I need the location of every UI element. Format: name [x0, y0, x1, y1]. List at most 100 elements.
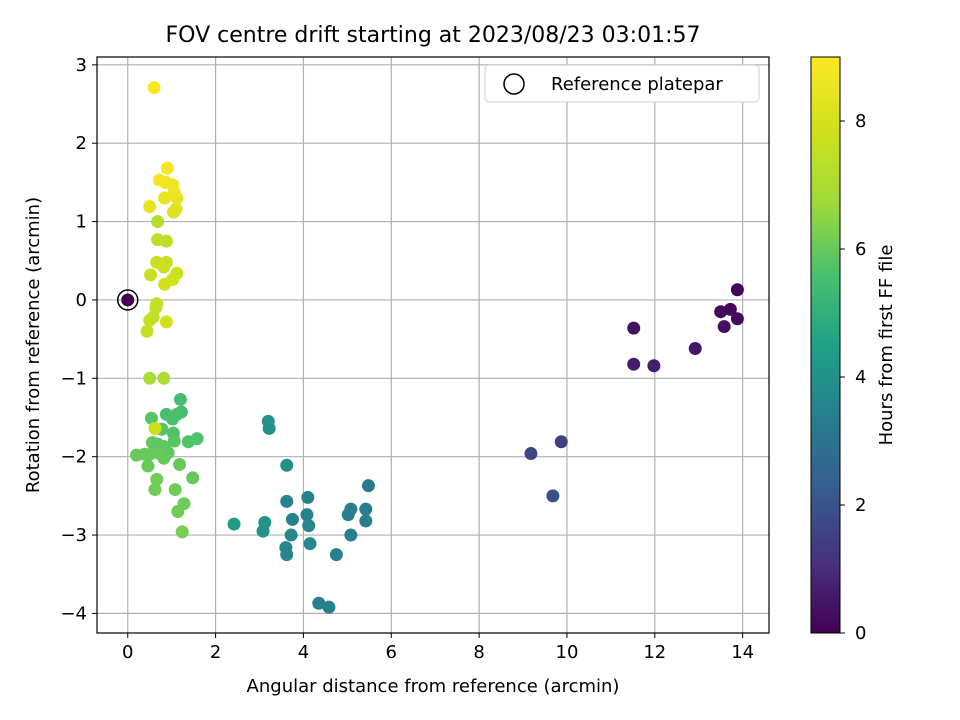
- data-point: [171, 505, 185, 519]
- data-point: [148, 483, 162, 497]
- data-point: [157, 451, 171, 465]
- data-point: [302, 519, 316, 533]
- data-point: [280, 548, 294, 562]
- data-point: [717, 320, 731, 334]
- data-point: [147, 81, 161, 95]
- data-point: [186, 471, 200, 485]
- data-point: [524, 447, 538, 461]
- data-point: [160, 161, 174, 175]
- data-point: [714, 305, 728, 319]
- data-point: [173, 392, 187, 406]
- data-point: [359, 502, 373, 516]
- x-tick-label: 12: [643, 642, 666, 663]
- y-axis-label: Rotation from reference (arcmin): [23, 197, 44, 493]
- y-tick-label: 0: [76, 290, 87, 311]
- colorbar: 0 2 4 6 8 Hours from first FF file: [810, 56, 897, 644]
- data-point: [143, 313, 157, 327]
- legend-box: [484, 64, 760, 103]
- data-point: [166, 412, 180, 426]
- data-point: [152, 173, 166, 187]
- data-point: [173, 458, 187, 472]
- data-point: [303, 537, 317, 551]
- data-point: [284, 528, 298, 542]
- colorbar-label: Hours from first FF file: [876, 245, 897, 446]
- data-point: [168, 483, 182, 497]
- legend-entry-reference: Reference platepar: [551, 74, 723, 95]
- data-point: [359, 514, 373, 528]
- data-point: [140, 324, 154, 338]
- reference-point: [121, 293, 135, 307]
- data-point: [280, 458, 294, 472]
- data-point: [730, 283, 744, 297]
- data-point: [361, 479, 375, 493]
- data-point: [175, 525, 189, 539]
- data-point: [227, 517, 241, 531]
- colorbar-tick-label: 4: [855, 367, 866, 388]
- colorbar-tick-label: 8: [855, 111, 866, 132]
- y-tick-label: 2: [76, 133, 87, 154]
- data-point: [157, 371, 171, 385]
- data-point: [285, 512, 299, 526]
- colorbar-tick-label: 6: [855, 239, 866, 260]
- x-tick-label: 4: [298, 642, 309, 663]
- y-tick-label: 1: [76, 212, 87, 233]
- x-tick-label: 2: [210, 642, 221, 663]
- x-tick-label: 14: [731, 642, 754, 663]
- data-point: [158, 191, 172, 205]
- y-tick-label: −3: [60, 525, 87, 546]
- data-point: [148, 421, 162, 435]
- data-point: [141, 459, 155, 473]
- y-tick-label: −4: [60, 603, 87, 624]
- reference-ring: [116, 289, 139, 311]
- data-point: [159, 315, 173, 329]
- data-point: [627, 357, 641, 371]
- data-point: [554, 435, 568, 449]
- data-point: [167, 434, 181, 448]
- data-point: [144, 268, 158, 282]
- data-point: [158, 277, 172, 291]
- grid-lines: [97, 57, 769, 633]
- data-point: [151, 215, 165, 229]
- data-point: [322, 600, 336, 614]
- data-point: [262, 421, 276, 435]
- x-tick-label: 6: [386, 642, 397, 663]
- colorbar-ticks: 0 2 4 6 8: [840, 111, 866, 644]
- x-tick-label: 8: [473, 642, 484, 663]
- data-point: [130, 448, 144, 462]
- data-point: [312, 596, 326, 610]
- data-point: [329, 548, 343, 562]
- x-tick-label: 0: [122, 642, 133, 663]
- data-point: [157, 260, 171, 274]
- y-tick-label: −2: [60, 447, 87, 468]
- data-point: [546, 489, 560, 503]
- data-point: [169, 202, 183, 216]
- data-point: [730, 312, 744, 326]
- y-tick-label: −1: [60, 368, 87, 389]
- data-point: [159, 234, 173, 248]
- plot-frame: [96, 56, 770, 634]
- data-point: [341, 508, 355, 522]
- data-point: [143, 200, 157, 214]
- x-tick-label: 10: [556, 642, 579, 663]
- data-point: [627, 321, 641, 335]
- colorbar-gradient: [810, 56, 841, 634]
- data-point: [181, 435, 195, 449]
- data-points: [130, 81, 744, 614]
- data-point: [344, 528, 358, 542]
- colorbar-tick-label: 2: [855, 495, 866, 516]
- reference-marker: [116, 289, 139, 311]
- data-point: [300, 508, 314, 522]
- x-axis-label: Angular distance from reference (arcmin): [247, 676, 620, 697]
- legend: Reference platepar: [484, 64, 760, 103]
- data-point: [688, 342, 702, 356]
- y-tick-label: 3: [76, 55, 87, 76]
- colorbar-tick-label: 0: [855, 623, 866, 644]
- data-point: [280, 494, 294, 508]
- legend-marker-icon: [503, 73, 525, 95]
- chart-title: FOV centre drift starting at 2023/08/23 …: [166, 23, 701, 48]
- data-point: [144, 411, 158, 425]
- data-point: [301, 490, 315, 504]
- y-axis-ticks: −4 −3 −2 −1 0 1 2 3: [60, 55, 97, 624]
- data-point: [150, 472, 164, 486]
